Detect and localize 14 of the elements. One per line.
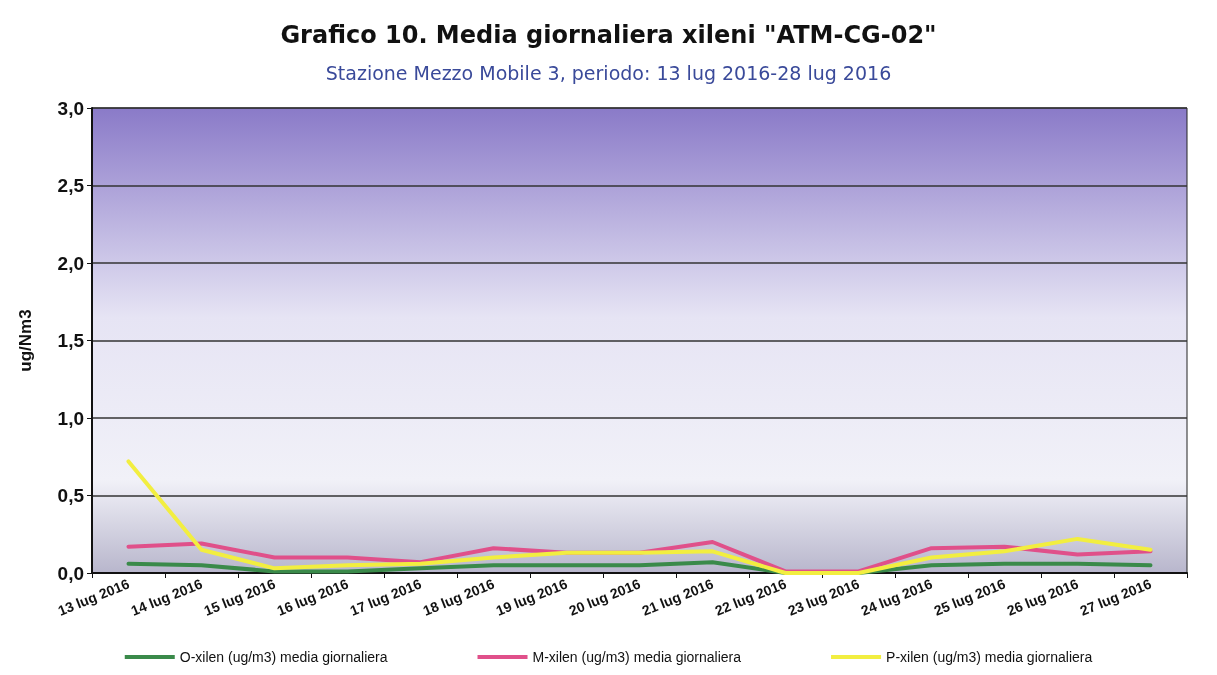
y-tick-label: 2,5: [57, 175, 85, 196]
y-tick-label: 3,0: [57, 97, 84, 119]
y-tick-label: 1,0: [57, 407, 84, 429]
legend-label: M-xilen (ug/m3) media giornaliera: [532, 649, 742, 665]
chart-title: Grafico 10. Media giornaliera xileni "ATM-CG-02": [280, 21, 937, 49]
line-series: [126, 459, 1153, 575]
y-tick-label: 0,0: [57, 562, 84, 584]
y-tick-label: 0,5: [57, 485, 85, 506]
legend-label: O-xilen (ug/m3) media giornaliera: [179, 649, 388, 665]
chart-subtitle: Stazione Mezzo Mobile 3, periodo: 13 lug 2016-28 lug 2016: [325, 61, 892, 84]
y-tick-label: 1,5: [57, 330, 85, 351]
y-axis-title: ug/Nm3: [16, 309, 35, 372]
y-tick-label: 2,0: [57, 252, 84, 274]
legend-label: P-xilen (ug/m3) media giornaliera: [886, 649, 1093, 665]
